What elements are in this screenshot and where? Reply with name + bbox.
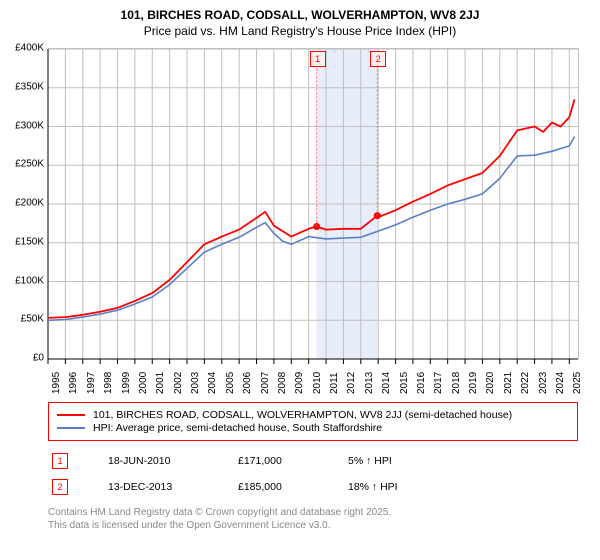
marker-table: 1 18-JUN-2010 £171,000 5% ↑ HPI 2 13-DEC… — [48, 448, 578, 500]
x-tick-label: 2007 — [260, 372, 271, 394]
marker-1-hpi: 5% ↑ HPI — [348, 455, 468, 467]
plot-area: 1 2 — [48, 48, 579, 359]
marker-2-price: £185,000 — [238, 481, 348, 493]
x-tick-label: 1998 — [103, 372, 114, 394]
x-tick-label: 1996 — [68, 372, 79, 394]
x-tick-label: 2020 — [485, 372, 496, 394]
y-tick-label: £400K — [0, 43, 44, 54]
chart-title: 101, BIRCHES ROAD, CODSALL, WOLVERHAMPTO… — [0, 0, 600, 38]
x-tick-label: 2015 — [399, 372, 410, 394]
y-tick-label: £100K — [0, 275, 44, 286]
x-tick-label: 2019 — [468, 372, 479, 394]
attribution-line-2: This data is licensed under the Open Gov… — [48, 519, 578, 532]
x-tick-label: 2004 — [207, 372, 218, 394]
attribution: Contains HM Land Registry data © Crown c… — [48, 506, 578, 532]
legend-swatch-price-paid — [57, 414, 85, 416]
x-tick-label: 2009 — [294, 372, 305, 394]
x-tick-label: 2022 — [520, 372, 531, 394]
x-tick-label: 2006 — [242, 372, 253, 394]
x-tick-label: 2010 — [312, 372, 323, 394]
chart-marker-1: 1 — [310, 51, 326, 67]
x-tick-label: 2025 — [572, 372, 583, 394]
marker-1-price: £171,000 — [238, 455, 348, 467]
legend-row-price-paid: 101, BIRCHES ROAD, CODSALL, WOLVERHAMPTO… — [57, 409, 569, 421]
marker-2-date: 13-DEC-2013 — [108, 481, 238, 493]
x-tick-label: 2016 — [416, 372, 427, 394]
title-line-2: Price paid vs. HM Land Registry's House … — [0, 24, 600, 38]
legend-label-price-paid: 101, BIRCHES ROAD, CODSALL, WOLVERHAMPTO… — [93, 409, 512, 421]
x-tick-label: 2000 — [138, 372, 149, 394]
marker-2-hpi: 18% ↑ HPI — [348, 481, 468, 493]
y-tick-label: £300K — [0, 120, 44, 131]
x-tick-label: 1999 — [121, 372, 132, 394]
chart-container: 101, BIRCHES ROAD, CODSALL, WOLVERHAMPTO… — [0, 0, 600, 560]
x-tick-label: 2013 — [364, 372, 375, 394]
y-tick-label: £0 — [0, 353, 44, 364]
marker-row-2: 2 13-DEC-2013 £185,000 18% ↑ HPI — [48, 474, 578, 500]
marker-row-1: 1 18-JUN-2010 £171,000 5% ↑ HPI — [48, 448, 578, 474]
x-tick-label: 2014 — [381, 372, 392, 394]
x-tick-label: 2011 — [329, 372, 340, 394]
attribution-line-1: Contains HM Land Registry data © Crown c… — [48, 506, 578, 519]
x-tick-label: 2023 — [538, 372, 549, 394]
plot-svg — [48, 49, 578, 359]
marker-badge-2-text: 2 — [57, 482, 62, 492]
title-line-1: 101, BIRCHES ROAD, CODSALL, WOLVERHAMPTO… — [0, 8, 600, 22]
legend-label-hpi: HPI: Average price, semi-detached house,… — [93, 422, 382, 434]
x-tick-label: 2017 — [433, 372, 444, 394]
chart-marker-2: 2 — [370, 51, 386, 67]
x-tick-label: 1997 — [86, 372, 97, 394]
x-tick-label: 2001 — [155, 372, 166, 394]
y-tick-label: £50K — [0, 314, 44, 325]
chart-marker-2-label: 2 — [376, 54, 381, 64]
y-tick-label: £350K — [0, 81, 44, 92]
y-tick-label: £250K — [0, 159, 44, 170]
y-tick-label: £150K — [0, 236, 44, 247]
y-tick-label: £200K — [0, 198, 44, 209]
marker-badge-2: 2 — [52, 479, 68, 495]
marker-1-date: 18-JUN-2010 — [108, 455, 238, 467]
legend-row-hpi: HPI: Average price, semi-detached house,… — [57, 422, 569, 434]
chart-marker-1-label: 1 — [315, 54, 320, 64]
x-tick-label: 2018 — [451, 372, 462, 394]
x-tick-label: 2003 — [190, 372, 201, 394]
x-tick-label: 2008 — [277, 372, 288, 394]
x-tick-label: 2002 — [173, 372, 184, 394]
x-tick-label: 2021 — [503, 372, 514, 394]
legend: 101, BIRCHES ROAD, CODSALL, WOLVERHAMPTO… — [48, 402, 578, 441]
x-tick-label: 1995 — [51, 372, 62, 394]
x-tick-label: 2024 — [555, 372, 566, 394]
x-tick-label: 2005 — [225, 372, 236, 394]
marker-badge-1-text: 1 — [57, 456, 62, 466]
marker-badge-1: 1 — [52, 453, 68, 469]
x-tick-label: 2012 — [346, 372, 357, 394]
legend-swatch-hpi — [57, 427, 85, 429]
